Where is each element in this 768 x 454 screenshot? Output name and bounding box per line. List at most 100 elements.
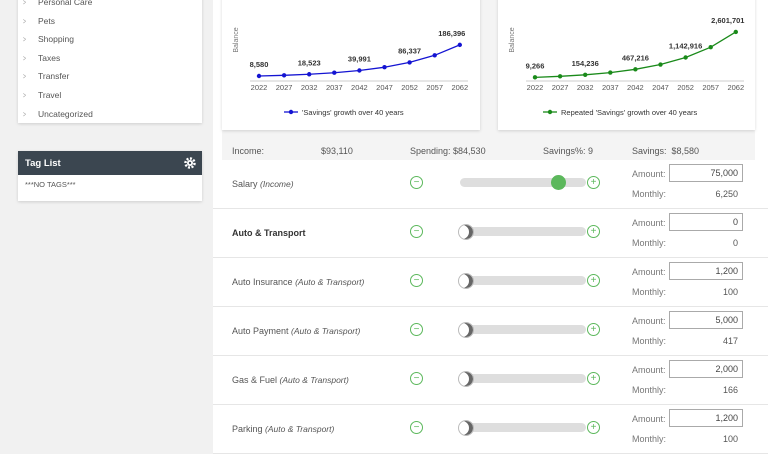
x-tick-label: 2022 [251,83,268,92]
point [683,55,688,60]
amount-label: Amount: [632,169,666,179]
slider-thumb[interactable] [458,420,474,436]
monthly-value: 0 [732,238,738,248]
monthly-label: Monthly: [632,238,667,248]
budget-row: Auto & Transport − + Amount: 0 Monthly: 0 [213,209,768,258]
amount-input[interactable]: 1,200 [669,409,743,427]
chart-card: Balance 2022 2027 2032 2037 2042 2047 2052 2057 2… [222,0,480,130]
x-tick-label: 2052 [401,83,418,92]
gear-icon[interactable] [184,157,196,169]
monthly-value: 100 [722,434,738,444]
amount-input[interactable]: 0 [669,213,743,231]
slider-track [460,178,586,187]
x-tick-label: 2042 [627,83,644,92]
slider-thumb[interactable] [551,175,566,190]
row-name: Gas & Fuel (Auto & Transport) [232,375,349,385]
category-item[interactable]: Uncategorized [38,109,93,119]
chart-card: Balance 2022 2027 2032 2037 2042 2047 2052 2057 2… [498,0,755,130]
amount-label: Amount: [632,365,666,375]
slider-thumb[interactable] [458,322,474,338]
legend-dot [288,109,294,115]
data-label: 39,991 [348,55,371,64]
budget-row: Parking (Auto & Transport) − + Amount: 1,200… [213,405,768,454]
row-name: Parking (Auto & Transport) [232,424,334,434]
minus-button[interactable]: − [410,225,423,238]
income: $93,110 [321,146,353,156]
amount-input[interactable]: 2,000 [669,360,743,378]
monthly-label: Monthly: [632,287,667,297]
x-tick-label: 2027 [276,83,293,92]
plus-button[interactable]: + [587,372,600,385]
monthly-value: 6,250 [715,189,738,199]
point [608,70,613,75]
category-item[interactable]: Pets [38,16,55,26]
point [583,72,588,78]
slider-thumb[interactable] [458,224,474,240]
chart: Balance 2022 2027 2032 2037 2042 2047 2052 2057 2… [509,16,744,117]
point [658,62,663,67]
y-axis-label: Balance [509,27,516,52]
plus-button[interactable]: + [587,176,600,189]
spending: Spending: $84,530 [410,146,486,156]
category-item[interactable]: Personal Care [38,0,92,7]
amount-label: Amount: [632,267,666,277]
monthly-label: Monthly: [632,385,667,395]
category-item[interactable]: Travel [38,90,61,100]
category-item[interactable]: Taxes [38,53,60,63]
budget-row: Gas & Fuel (Auto & Transport) − + Amount: 2,… [213,356,768,405]
minus-button[interactable]: − [410,274,423,287]
data-label: 86,337 [398,46,421,55]
row-category: (Auto & Transport) [291,326,361,336]
monthly-value: 166 [722,385,738,395]
slider-thumb[interactable] [458,273,474,289]
slider-track [460,227,586,236]
slider-thumb[interactable] [458,371,474,387]
point [432,53,437,58]
tag-header: Tag List [18,151,202,175]
legend-label: 'Savings' growth over 40 years [302,108,404,117]
category-item[interactable]: Shopping [38,34,74,44]
plus-button[interactable]: + [587,274,600,287]
slider-track [460,374,586,383]
monthly-value: 100 [722,287,738,297]
budget-row: Auto Payment (Auto & Transport) − + Amount:… [213,307,768,356]
amount-input[interactable]: 5,000 [669,311,743,329]
plus-button[interactable]: + [587,421,600,434]
tag-title: Tag List [25,158,61,169]
minus-button[interactable]: − [410,372,423,385]
data-label: 1,142,916 [669,41,702,50]
point [557,74,563,79]
budget-row: Auto Insurance (Auto & Transport) − + Amoun… [213,258,768,307]
point [382,65,387,70]
amount-input[interactable]: 1,200 [669,262,743,280]
x-tick-label: 2032 [301,83,318,92]
x-tick-label: 2062 [451,83,468,92]
minus-button[interactable]: − [410,323,423,336]
row-title: Auto Payment [232,326,289,336]
point [708,45,713,50]
point [457,42,462,48]
data-label: 467,216 [622,53,649,62]
data-label: 2,601,701 [711,16,744,25]
x-tick-label: 2037 [602,83,619,92]
point [532,75,538,80]
amount-label: Amount: [632,218,666,228]
amount-input[interactable]: 75,000 [669,164,743,182]
row-name: Auto Payment (Auto & Transport) [232,326,360,336]
row-title: Gas & Fuel [232,375,278,385]
point [332,70,337,75]
plus-button[interactable]: + [587,225,600,238]
row-category: (Auto & Transport) [295,277,365,287]
data-label: 9,266 [526,61,545,70]
plus-button[interactable]: + [587,323,600,336]
minus-button[interactable]: − [410,421,423,434]
point [633,67,638,72]
x-tick-label: 2057 [702,83,719,92]
row-title: Salary [232,179,258,189]
income-label: Income: [232,146,265,156]
tag-panel: Tag List ***NO TAGS*** [18,151,202,201]
minus-button[interactable]: − [410,176,423,189]
tag-empty: ***NO TAGS*** [25,180,76,189]
row-category: (Auto & Transport) [279,375,349,385]
category-item[interactable]: Transfer [38,71,69,81]
